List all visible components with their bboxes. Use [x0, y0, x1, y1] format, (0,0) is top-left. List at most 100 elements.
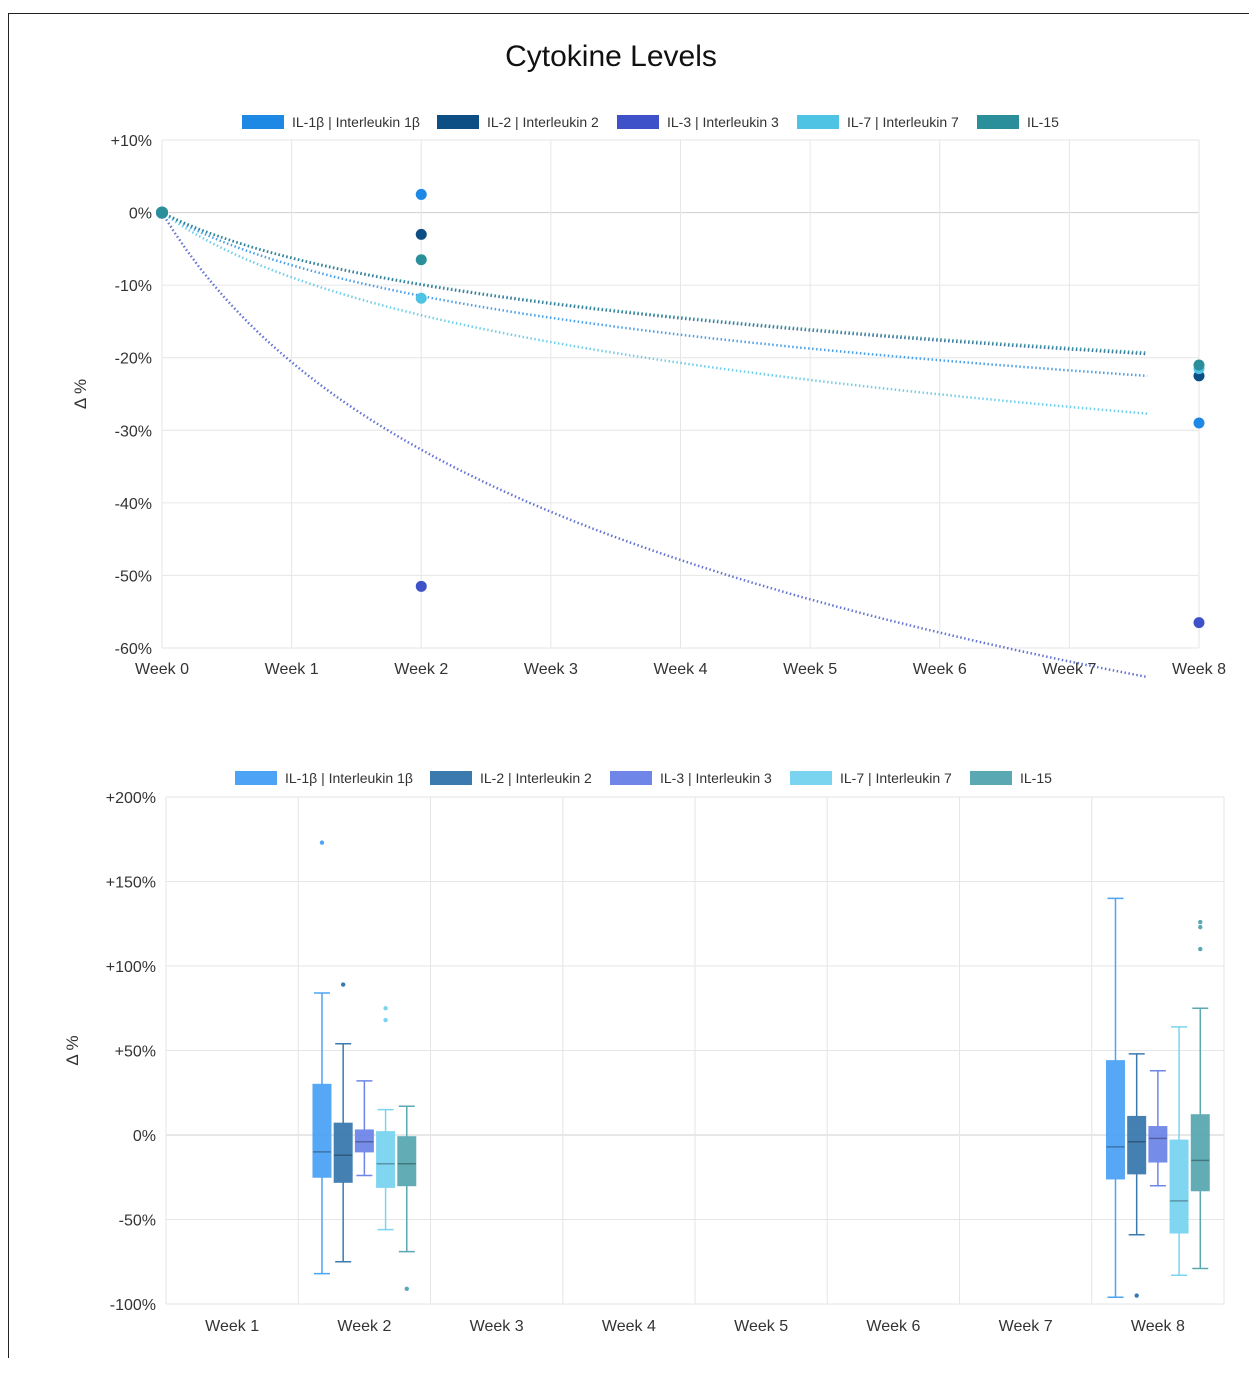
data-point: [415, 188, 427, 200]
legend-swatch: [610, 771, 652, 785]
box-plot: [1190, 919, 1210, 1270]
x-tick-label: Week 4: [654, 661, 708, 678]
chart-title: Cytokine Levels: [505, 40, 717, 73]
outlier-point: [319, 840, 325, 845]
x-tick-label: Week 5: [783, 661, 837, 678]
legend-swatch: [977, 115, 1019, 129]
y-tick-label: +150%: [106, 875, 156, 892]
x-tick-label: Week 6: [913, 661, 967, 678]
box-plot: [1169, 1026, 1189, 1277]
legend-swatch: [437, 115, 479, 129]
legend: IL-1β | Interleukin 1β IL-2 | Interleukin…: [235, 770, 1052, 786]
x-tick-label: Week 7: [1042, 661, 1096, 678]
box: [1105, 1060, 1125, 1180]
box: [1148, 1126, 1168, 1163]
legend-swatch: [235, 771, 277, 785]
legend-swatch: [790, 771, 832, 785]
outlier-point: [1198, 946, 1203, 952]
outlier-point: [404, 1286, 409, 1291]
legend-label: IL-15: [1027, 114, 1059, 130]
legend-swatch: [430, 771, 472, 785]
line-chart: +10% 0% -10% -20% -30% -40% -50% -60% Week 0 Week…: [71, 114, 1226, 679]
box: [1127, 1115, 1147, 1175]
legend-swatch: [797, 115, 839, 129]
x-tick-label: Week 0: [135, 661, 189, 678]
legend-label: IL-7 | Interleukin 7: [847, 114, 959, 130]
y-tick-label: 0%: [133, 1128, 156, 1145]
x-tick-label: Week 5: [734, 1318, 788, 1335]
data-point: [415, 292, 427, 304]
box: [1169, 1139, 1189, 1234]
x-tick-label: Week 6: [866, 1318, 920, 1335]
y-axis-label: Δ %: [71, 379, 90, 409]
data-point: [415, 254, 427, 266]
chart-frame: [8, 13, 1249, 1358]
box-plot: [1148, 1070, 1168, 1187]
box-plot: [1127, 1053, 1147, 1298]
legend-swatch: [617, 115, 659, 129]
box-plot: [397, 1105, 417, 1291]
outlier-point: [340, 982, 346, 987]
trendline: [160, 211, 1148, 679]
y-tick-label: -30%: [115, 423, 152, 440]
x-tick-label: Week 7: [999, 1318, 1053, 1335]
box-plot: [376, 1006, 396, 1231]
y-tick-label: -100%: [110, 1297, 156, 1314]
legend-label: IL-1β | Interleukin 1β: [285, 770, 413, 786]
outlier-point: [383, 1006, 388, 1011]
legend-label: IL-3 | Interleukin 3: [667, 114, 779, 130]
box: [354, 1129, 374, 1153]
x-tick-label: Week 1: [265, 661, 319, 678]
box-plot: [1105, 897, 1125, 1298]
trendline: [161, 211, 1148, 354]
box-plot: [354, 1080, 374, 1177]
box-chart: +200% +150% +100% +50% 0% -50% -100% Week 1 Week…: [63, 770, 1225, 1335]
x-tick-label: Week 8: [1131, 1318, 1185, 1335]
y-tick-label: -60%: [115, 641, 152, 658]
y-tick-label: -50%: [115, 568, 152, 585]
legend-label: IL-15: [1020, 770, 1052, 786]
y-tick-label: -50%: [119, 1213, 156, 1230]
y-tick-label: +100%: [106, 959, 156, 976]
x-tick-label: Week 3: [470, 1318, 524, 1335]
x-tick-label: Week 3: [524, 661, 578, 678]
trendline: [161, 211, 1148, 415]
x-tick-label: Week 2: [394, 661, 448, 678]
data-point: [156, 206, 168, 219]
y-tick-label: +200%: [106, 790, 156, 807]
legend: IL-1β | Interleukin 1β IL-2 | Interleukin…: [242, 114, 1059, 130]
x-tick-label: Week 1: [205, 1318, 259, 1335]
legend-label: IL-7 | Interleukin 7: [840, 770, 952, 786]
box: [397, 1136, 417, 1187]
x-tick-label: Week 2: [337, 1318, 391, 1335]
box: [312, 1083, 332, 1178]
y-tick-label: +10%: [111, 133, 152, 150]
trendline: [161, 211, 1148, 378]
data-point: [1193, 417, 1205, 429]
box: [333, 1122, 353, 1183]
outlier-point: [1198, 924, 1203, 930]
outlier-point: [383, 1017, 388, 1023]
box-plot: [333, 982, 353, 1263]
legend-label: IL-3 | Interleukin 3: [660, 770, 772, 786]
legend-label: IL-2 | Interleukin 2: [480, 770, 592, 786]
legend-swatch: [970, 771, 1012, 785]
outlier-point: [1134, 1293, 1139, 1298]
box-plot: [312, 840, 332, 1275]
y-axis-label: Δ %: [63, 1035, 82, 1065]
legend-label: IL-1β | Interleukin 1β: [292, 114, 420, 130]
y-tick-label: -40%: [115, 496, 152, 513]
x-tick-label: Week 8: [1172, 661, 1226, 678]
data-point: [1193, 617, 1205, 629]
y-tick-label: -10%: [115, 278, 152, 295]
legend-swatch: [242, 115, 284, 129]
y-tick-label: -20%: [115, 351, 152, 368]
outlier-point: [1198, 919, 1203, 925]
box: [376, 1131, 396, 1188]
legend-label: IL-2 | Interleukin 2: [487, 114, 599, 130]
data-point: [415, 580, 427, 592]
data-point: [415, 228, 427, 240]
y-tick-label: 0%: [129, 206, 152, 223]
x-tick-label: Week 4: [602, 1318, 656, 1335]
data-point: [1193, 359, 1205, 371]
